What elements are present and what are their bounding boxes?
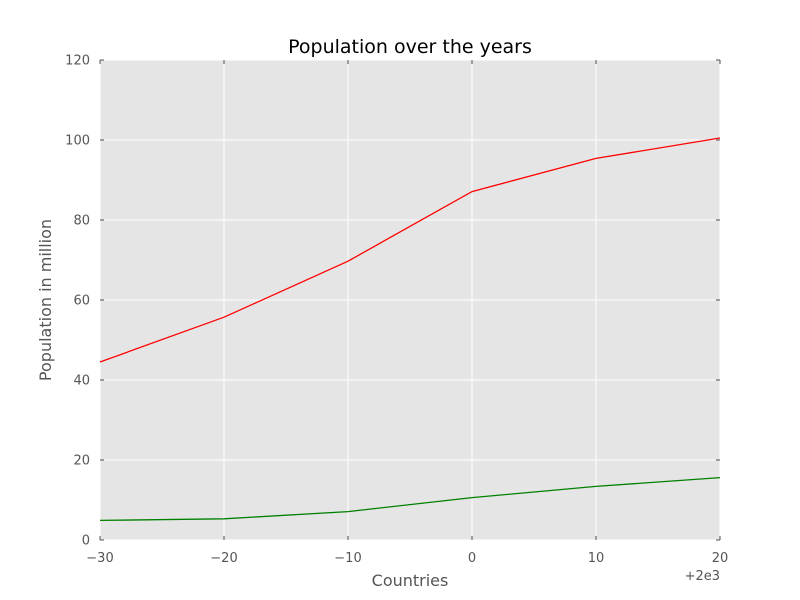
series-line-2 bbox=[99, 476, 721, 522]
x-axis-offset-label: +2e3 bbox=[685, 569, 720, 584]
y-tick-label: 60 bbox=[73, 294, 90, 309]
y-tick-label: 20 bbox=[73, 454, 90, 469]
y-tick-label: 120 bbox=[65, 54, 90, 69]
x-tick-label: 10 bbox=[588, 551, 605, 566]
axis-ticks: −30 −20 −10 0 10 20 0 20 40 60 80 100 120 bbox=[65, 54, 728, 567]
y-tick-label: 100 bbox=[65, 134, 90, 149]
y-axis-title: Population in million bbox=[36, 219, 55, 381]
chart-title: Population over the years bbox=[288, 36, 532, 58]
x-axis-title: Countries bbox=[372, 571, 449, 590]
grid bbox=[99, 59, 721, 541]
x-tick-label: −20 bbox=[210, 551, 237, 566]
x-tick-label: 20 bbox=[712, 551, 729, 566]
x-tick-label: −30 bbox=[86, 551, 113, 566]
x-tick-label: 0 bbox=[468, 551, 476, 566]
y-tick-label: 40 bbox=[73, 374, 90, 389]
y-tick-label: 80 bbox=[73, 214, 90, 229]
series-lines bbox=[99, 137, 721, 522]
x-tick-label: −10 bbox=[334, 551, 361, 566]
y-tick-label: 0 bbox=[82, 534, 90, 549]
series-line-1 bbox=[99, 137, 721, 363]
